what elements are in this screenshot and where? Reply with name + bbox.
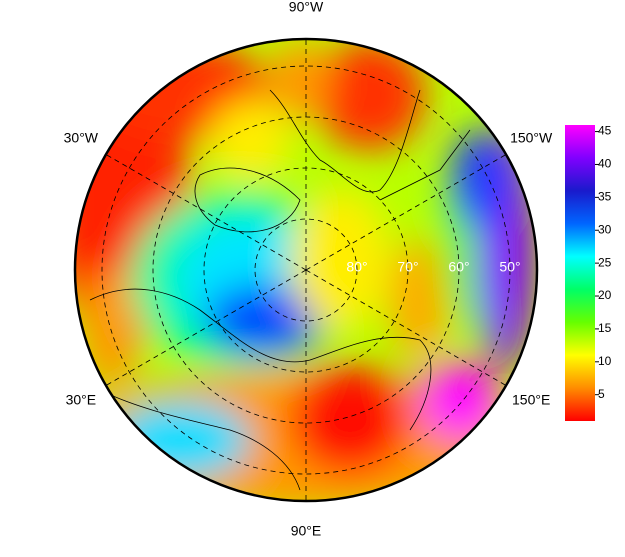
- meridian: [305, 269, 507, 386]
- longitude-label: 90°E: [291, 523, 322, 539]
- field: [75, 39, 537, 501]
- map-border: [73, 37, 539, 503]
- meridian: [105, 269, 307, 386]
- parallel: [254, 218, 358, 322]
- longitude-label: 30°W: [64, 130, 99, 146]
- coastlines: [89, 89, 471, 491]
- longitude-label: 90°W: [289, 0, 324, 15]
- colorbar-tick-label: 30: [598, 222, 612, 236]
- longitude-label: 30°E: [66, 392, 97, 408]
- longitude-label: 150°E: [512, 392, 550, 408]
- colorbar-tick-label: 10: [598, 354, 612, 368]
- latitude-label: 70°: [397, 259, 418, 275]
- meridian: [105, 154, 307, 271]
- latitude-label: 50°: [499, 259, 520, 275]
- graticule: [101, 39, 511, 501]
- longitude-label: 150°W: [510, 130, 553, 146]
- latitude-label: 60°: [448, 259, 469, 275]
- parallel: [152, 116, 460, 424]
- latitude-label: 80°: [346, 259, 367, 275]
- colorbar-tick-label: 45: [598, 124, 612, 138]
- parallel: [101, 65, 511, 475]
- colorbar-tick-label: 20: [598, 288, 612, 302]
- colorbar-tick-label: 15: [598, 321, 612, 335]
- meridian: [305, 154, 507, 271]
- colorbar-tick-label: 25: [598, 255, 612, 269]
- parallel: [203, 167, 409, 373]
- colorbar-tick-label: 35: [598, 190, 612, 204]
- colorbar-tick-label: 5: [598, 387, 605, 401]
- colorbar: [565, 125, 595, 421]
- colorbar-tick-label: 40: [598, 157, 612, 171]
